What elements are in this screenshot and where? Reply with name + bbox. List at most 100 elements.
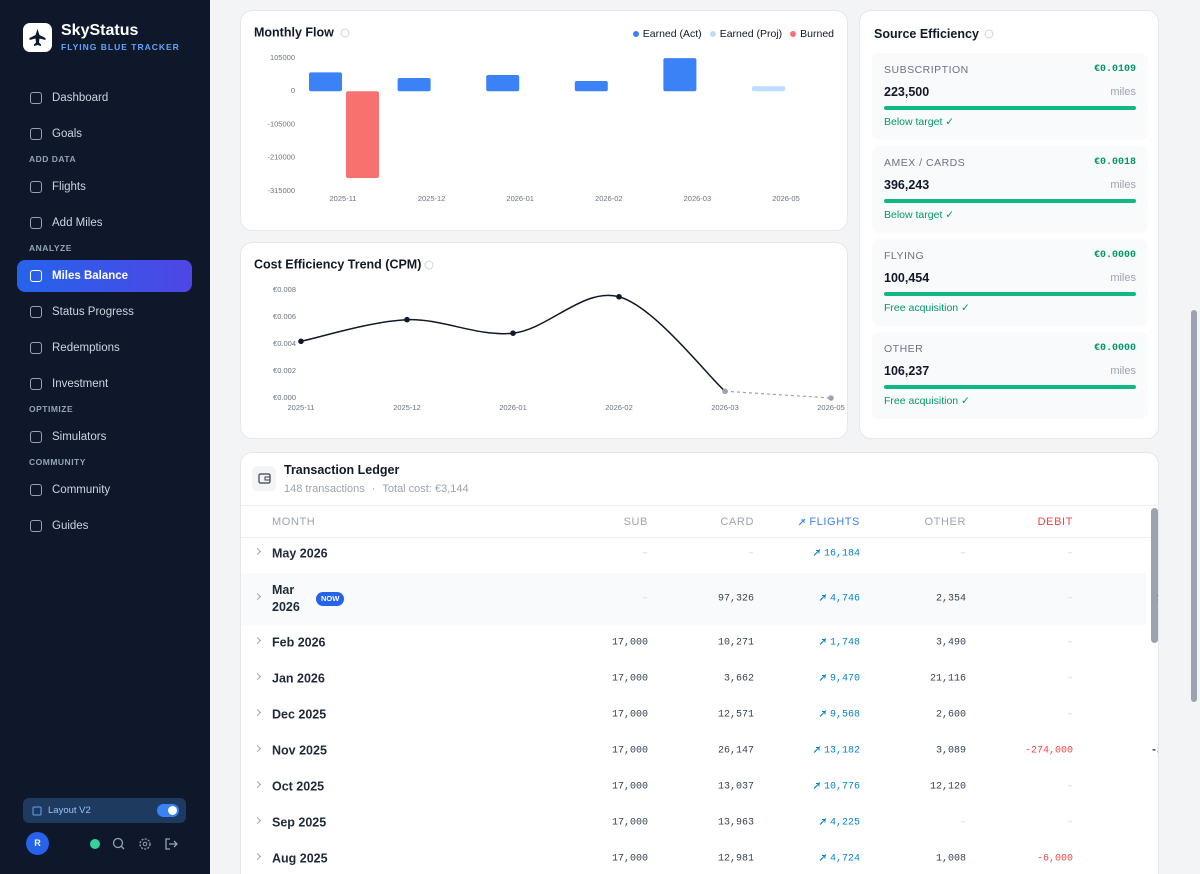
source-unit: miles [1110,179,1136,191]
expand-chevron[interactable] [253,780,262,789]
progress-bar [884,199,1136,203]
cell: 3,089 [936,746,966,757]
nav-item[interactable]: Simulators [52,431,107,443]
nav-icon [30,270,42,282]
cell-value: 104,426 [1157,594,1158,605]
source-status: Free acquisition ✓ [884,302,970,314]
source-cpm: €0.0000 [1093,343,1136,354]
cell-value: – [1066,548,1073,560]
tagline: FLYING BLUE TRACKER [61,42,180,52]
expand-chevron[interactable] [253,816,262,825]
header-text: DEBIT [1037,516,1073,528]
nav-item[interactable]: Add Miles [52,217,103,229]
monthly-flow-card: Earned (Act) Earned (Proj) Burned [240,10,848,231]
column-header: MONTH [272,516,315,528]
cell: 21,116 [930,674,966,685]
cell: – [1067,818,1073,829]
cell: 26,147 [718,746,754,757]
cell-value: 4,746 [829,593,860,605]
source-status: Below target ✓ [884,209,955,221]
cell-value: – [1066,781,1073,793]
column-header: OTHER [925,516,967,528]
expand-chevron[interactable] [253,744,262,753]
cell-value: 17,000 [611,853,648,865]
legend-dot [790,31,797,37]
cell-value: – [1066,709,1073,721]
cell-value: 1,008 [935,853,966,865]
nav-item[interactable]: Flights [52,181,86,193]
nav-icon [30,431,42,443]
nav-item[interactable]: Guides [52,520,89,532]
nav-active[interactable] [17,260,192,292]
cell: 4,724 [819,854,860,865]
nav-icon [30,378,42,390]
progress-bar [884,385,1136,389]
source-status: Free acquisition ✓ [884,395,970,407]
source-status: Below target ✓ [884,116,955,128]
cell-value: 4,724 [829,853,860,865]
cell-value: 17,000 [611,709,648,721]
nav-item[interactable]: Status Progress [52,306,134,318]
cell: 9,568 [819,710,860,721]
cell-value: – [959,548,966,560]
cell-value: 17,000 [611,817,648,829]
cell: – [1067,710,1073,721]
nav-item[interactable]: Investment [52,378,109,390]
source-miles: 106,237 [884,364,930,378]
cell: 2,354 [936,594,966,605]
cell: – [1067,594,1073,605]
cell: 104,426 [1157,594,1158,605]
nav-item[interactable]: Redemptions [52,342,120,354]
cell: 10,776 [813,782,860,793]
nav-item[interactable]: Dashboard [52,92,109,104]
cell-value: 2,354 [935,593,966,605]
cell-value: 12,571 [717,709,754,721]
row-month: Feb 2026 [272,635,326,650]
cell-value: 12,981 [717,853,754,865]
source-name: OTHER [884,343,924,355]
legend-dot [632,31,639,37]
cell-value: -214,582 [1150,745,1158,757]
nav-icon [30,484,42,496]
cell: -274,000 [1025,746,1073,757]
expand-chevron[interactable] [253,672,262,681]
scrollbar[interactable] [1151,508,1158,643]
source-item: SUBSCRIPTION €0.0109 223,500 miles Below tar… [872,53,1148,140]
cell: – [1067,782,1073,793]
expand-chevron[interactable] [253,636,262,645]
cell: 1,748 [819,638,860,649]
cell: 12,120 [930,782,966,793]
cell-value: 97,326 [717,593,754,605]
header-text: FLIGHTS [809,516,860,528]
cell: 1,008 [936,854,966,865]
layout-toggle[interactable]: Layout V2 [23,798,186,823]
expand-chevron[interactable] [253,852,262,861]
row-month: Nov 2025 [272,743,327,758]
nav-item[interactable]: Miles Balance [52,270,129,282]
cell-value: 3,490 [935,637,966,649]
row-month: May 2026 [272,546,328,561]
nav-item[interactable]: Community [52,484,111,496]
cell: – [748,549,754,560]
logo [23,23,52,52]
cell-value: 3,089 [935,745,966,757]
cell-value: 17,000 [611,745,648,757]
cell: 16,184 [813,549,860,560]
cell: 13,963 [718,818,754,829]
page-scrollbar[interactable] [1191,310,1197,702]
cell: 3,490 [936,638,966,649]
source-miles: 396,243 [884,178,930,192]
cell: 13,037 [718,782,754,793]
cell: 17,000 [612,854,648,865]
ledger-card: Transaction Ledger 148 transactions · Tota… [240,452,1159,874]
legend-dot [709,31,716,37]
cell: 4,746 [819,594,860,605]
expand-chevron[interactable] [253,547,262,556]
divider [241,505,1158,506]
cell-value: 10,271 [717,637,754,649]
nav-item[interactable]: Goals [52,128,83,140]
expand-chevron[interactable] [253,708,262,717]
avatar[interactable]: R [26,832,49,855]
ledger-icon [252,466,276,491]
